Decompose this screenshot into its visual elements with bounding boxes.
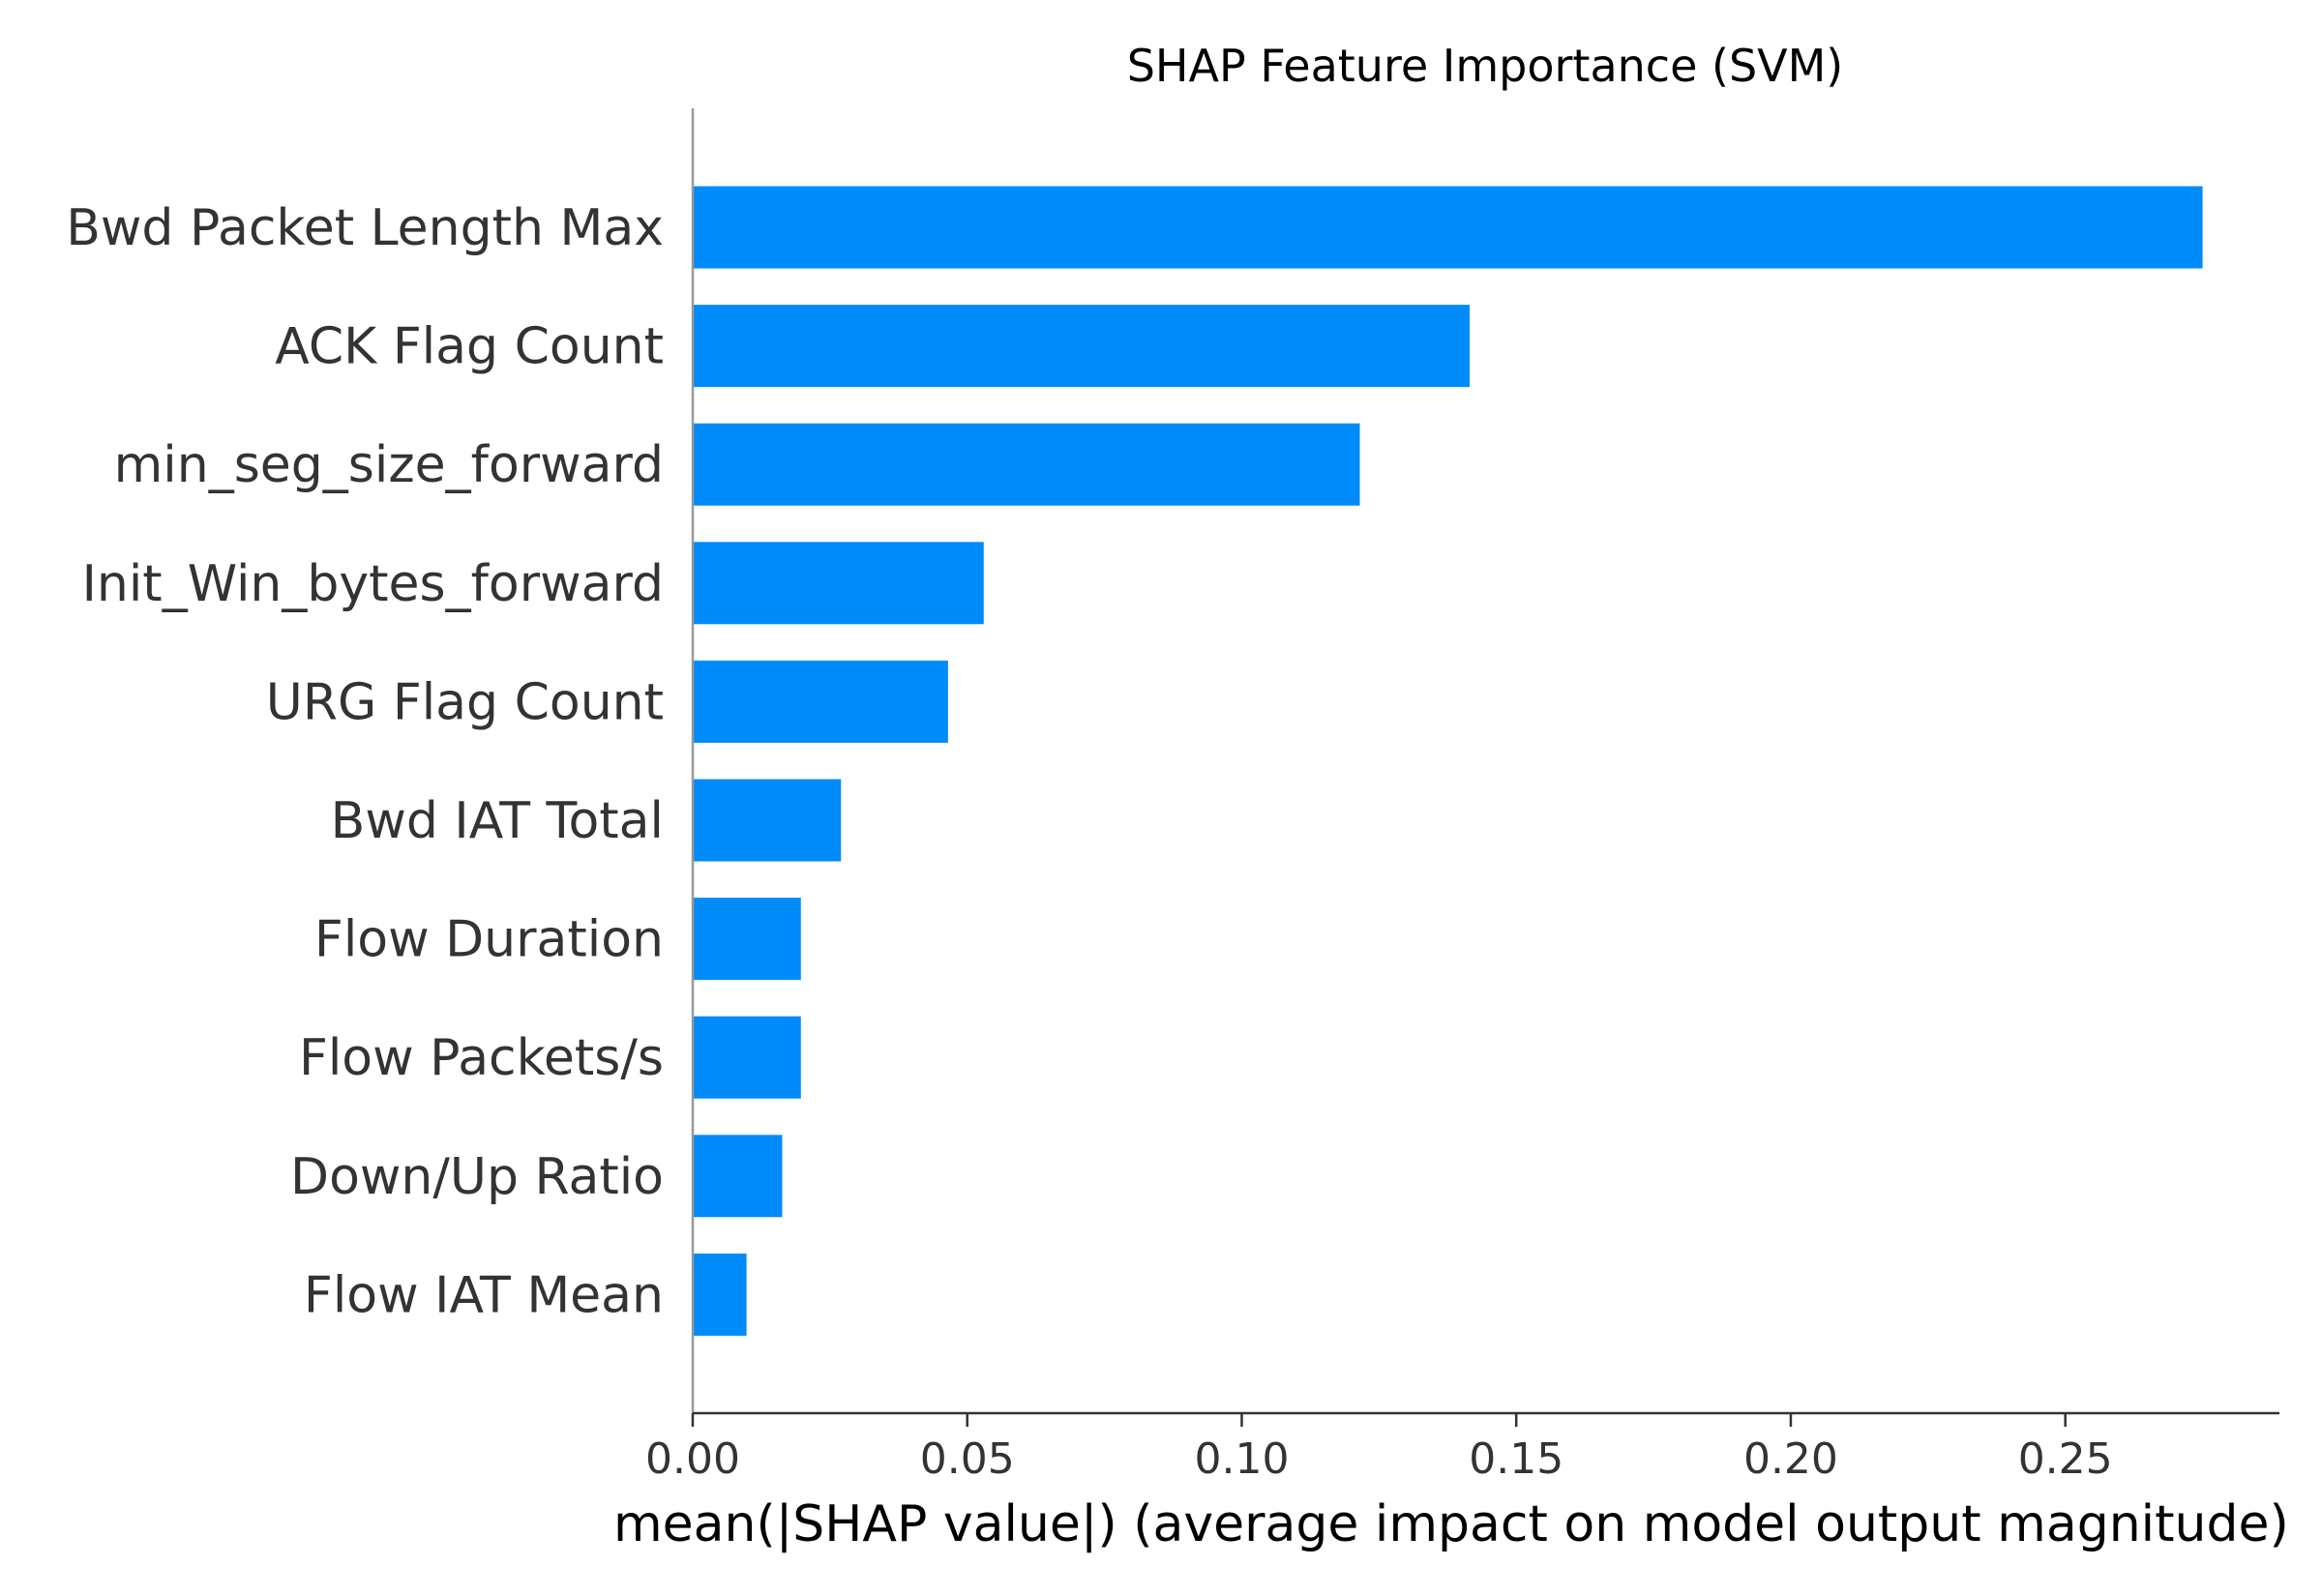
x-tick-label: 0.25 <box>2018 1434 2113 1484</box>
category-label: min_seg_size_forward <box>114 436 664 494</box>
category-label: Init_Win_bytes_forward <box>82 555 664 613</box>
x-tick-label: 0.05 <box>920 1434 1015 1484</box>
category-label: ACK Flag Count <box>275 318 664 376</box>
category-label: Flow IAT Mean <box>304 1266 664 1324</box>
bars-group <box>693 186 2203 1336</box>
bar <box>693 1135 783 1218</box>
x-axis-label: mean(|SHAP value|) (average impact on mo… <box>613 1495 2289 1553</box>
x-tick-label: 0.15 <box>1469 1434 1563 1484</box>
category-label: Flow Duration <box>314 911 664 969</box>
bar <box>693 542 984 625</box>
category-label: Down/Up Ratio <box>290 1148 664 1206</box>
bar <box>693 1253 747 1336</box>
category-labels: Bwd Packet Length Max ACK Flag Count min_s… <box>66 199 664 1324</box>
x-tick-label: 0.20 <box>1743 1434 1838 1484</box>
category-label: Bwd Packet Length Max <box>66 199 664 257</box>
x-tick-label: 0.10 <box>1194 1434 1289 1484</box>
chart-title: SHAP Feature Importance (SVM) <box>1127 40 1844 92</box>
x-tick-label: 0.00 <box>645 1434 740 1484</box>
bar <box>693 423 1360 506</box>
category-label: URG Flag Count <box>266 673 664 731</box>
bar <box>693 779 842 862</box>
category-label: Flow Packets/s <box>299 1029 664 1087</box>
bar <box>693 186 2203 269</box>
category-label: Bwd IAT Total <box>331 792 664 850</box>
bar <box>693 305 1470 388</box>
bar <box>693 898 801 981</box>
bar <box>693 1016 801 1099</box>
x-ticks-group: 0.00 0.05 0.10 0.15 0.20 0.25 <box>645 1413 2113 1484</box>
bar <box>693 660 948 743</box>
